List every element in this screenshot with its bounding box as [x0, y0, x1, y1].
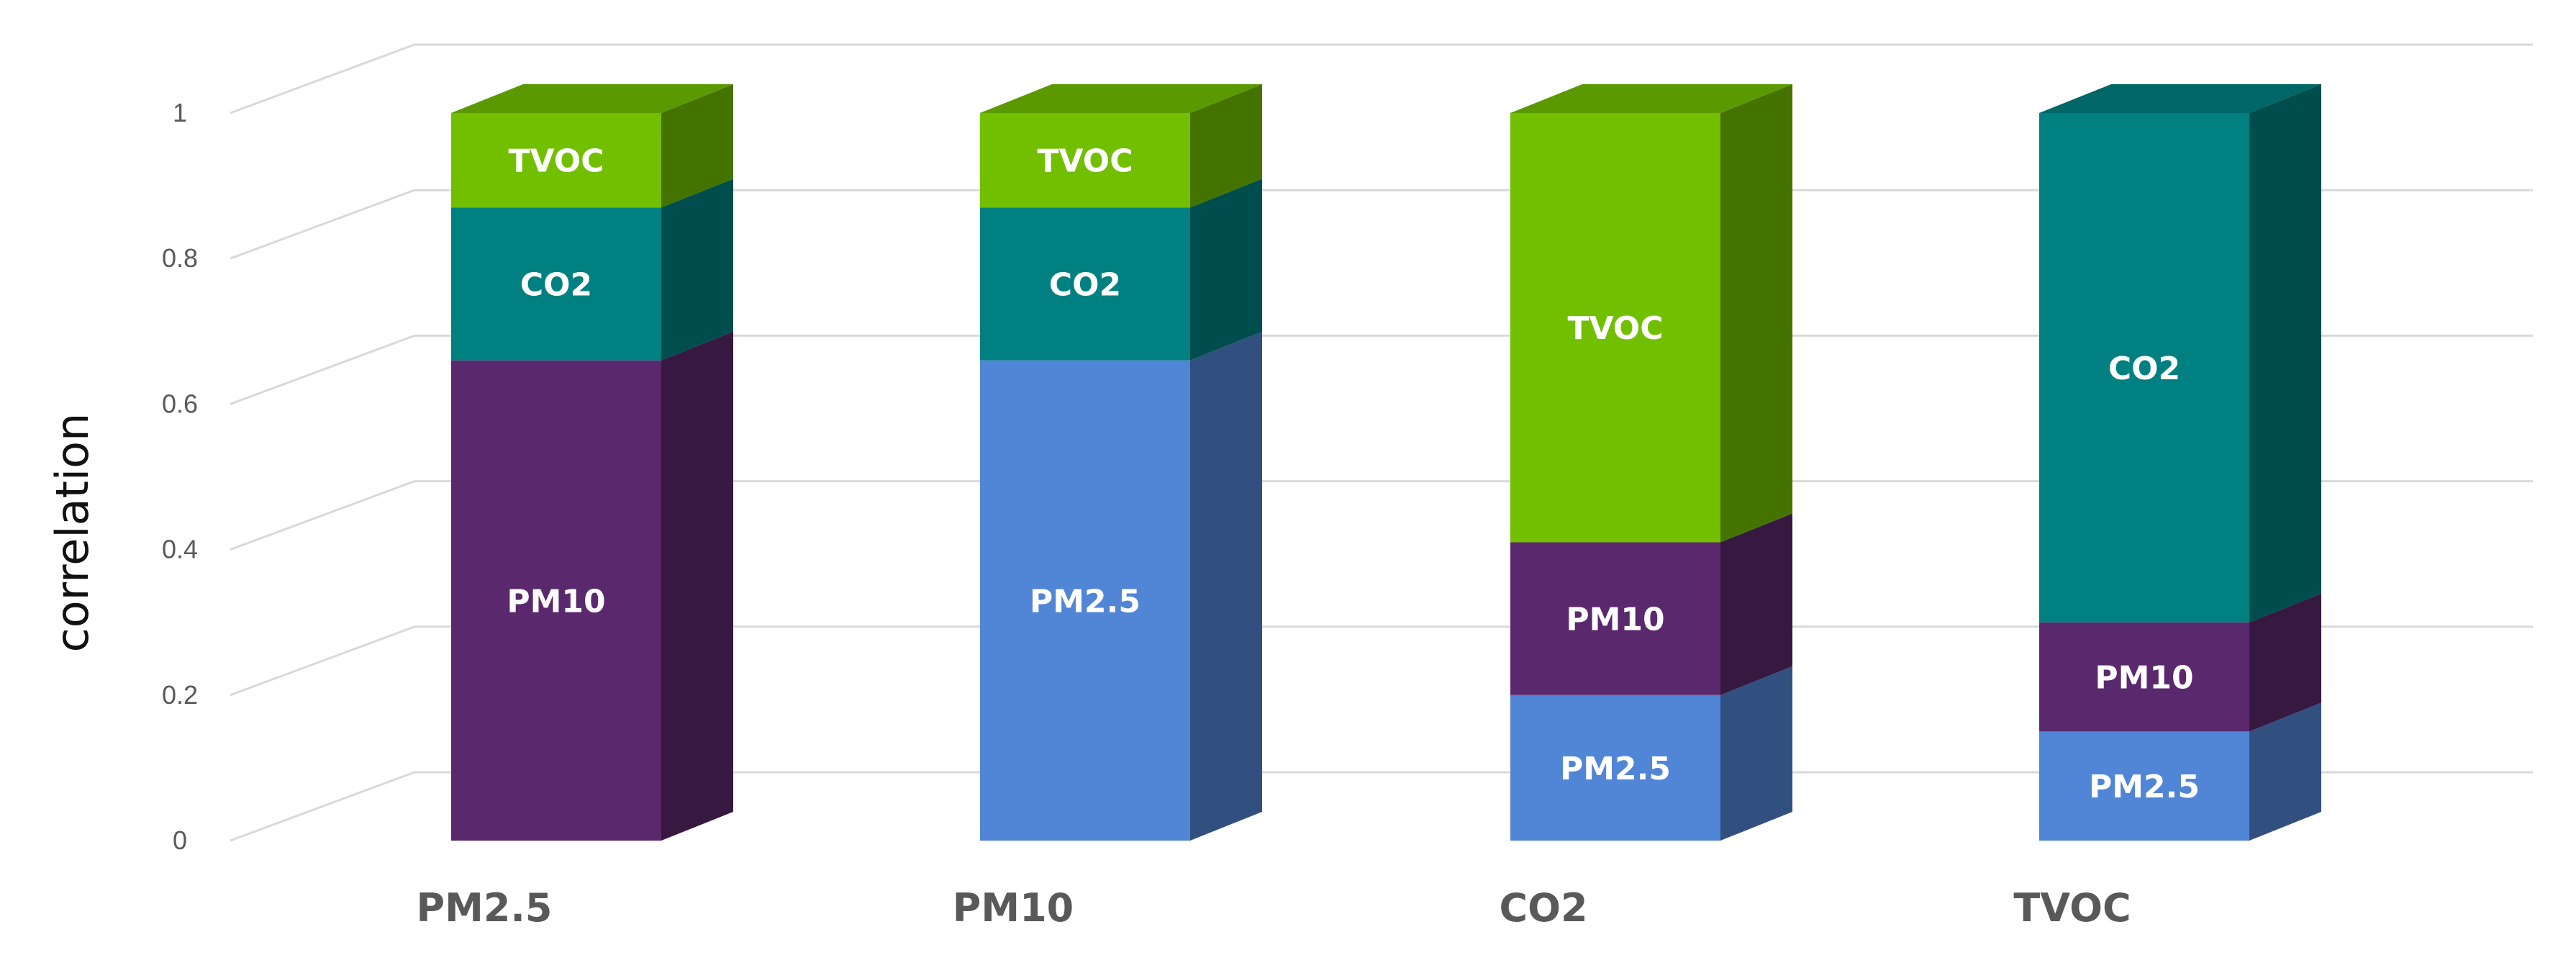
x-category-label-2: CO2 — [1499, 885, 1587, 931]
bar-segment-side-1-1 — [1190, 178, 1262, 361]
bar-segment-label-0-1: CO2 — [520, 267, 592, 304]
y-tick-label-3: 0.6 — [162, 389, 198, 418]
bar-segment-front-0-1 — [451, 207, 661, 361]
y-tick-label-1: 0.2 — [162, 680, 198, 710]
labels-layer: PM10 CO2 TVOC PM2.5 PM2.5 CO2 TVOC PM10 PM2.5 PM1… — [417, 143, 2200, 931]
bar-segment-label-2-0: PM2.5 — [1560, 751, 1671, 787]
y-axis-label: correlation — [46, 413, 99, 653]
bar-segment-side-2-0 — [1720, 666, 1792, 841]
bar-segment-front-2-2 — [1510, 113, 1720, 543]
x-category-label-1: PM10 — [953, 885, 1074, 931]
bar-segment-front-2-1 — [1510, 542, 1720, 695]
bar-segment-label-1-2: TVOC — [1038, 143, 1133, 180]
bar-segment-front-0-2 — [451, 113, 661, 208]
bar-segment-label-3-0: PM2.5 — [2089, 769, 2200, 805]
bar-segment-label-3-1: PM10 — [2095, 660, 2193, 697]
gridline-diagonal-0 — [230, 771, 415, 842]
bar-segment-front-0-0 — [451, 360, 661, 841]
bars-layer — [451, 84, 2321, 841]
bar-segment-label-3-2: CO2 — [2108, 350, 2180, 387]
x-category-label-3: TVOC — [2013, 885, 2131, 931]
bar-segment-front-1-0 — [980, 360, 1190, 841]
bar-segment-side-0-0 — [661, 331, 733, 841]
bar-segment-label-1-1: CO2 — [1049, 267, 1121, 304]
bar-segment-side-3-2 — [2249, 84, 2321, 623]
bar-segment-side-3-1 — [2249, 593, 2321, 732]
bar-top-0 — [451, 84, 733, 113]
bar-segment-side-1-0 — [1190, 331, 1262, 841]
bar-segment-label-0-2: TVOC — [509, 143, 604, 180]
bar-segment-front-1-2 — [980, 113, 1190, 208]
y-tick-label-5: 1 — [173, 98, 187, 127]
bar-top-3 — [2039, 84, 2321, 113]
y-tick-label-0: 0 — [173, 825, 187, 855]
gridline-diagonal-5 — [230, 43, 415, 114]
bar-segment-side-2-1 — [1720, 513, 1792, 695]
bar-segment-front-3-0 — [2039, 731, 2249, 841]
x-category-label-0: PM2.5 — [417, 885, 553, 931]
bar-top-1 — [980, 84, 1262, 113]
y-tick-label-4: 0.8 — [162, 243, 198, 273]
gridline-diagonal-1 — [230, 625, 415, 697]
bar-segment-side-1-2 — [1190, 84, 1262, 208]
bar-segment-label-0-0: PM10 — [507, 583, 605, 620]
bar-segment-label-1-0: PM2.5 — [1030, 583, 1140, 620]
bar-segment-front-3-1 — [2039, 622, 2249, 732]
bar-segment-front-3-2 — [2039, 113, 2249, 623]
bar-segment-front-2-0 — [1510, 695, 1720, 841]
bar-segment-side-2-2 — [1720, 84, 1792, 543]
bar-segment-front-1-1 — [980, 207, 1190, 361]
gridline-diagonal-4 — [230, 189, 415, 260]
gridline-diagonal-3 — [230, 334, 415, 405]
bar-segment-label-2-1: PM10 — [1566, 602, 1664, 638]
gridline-diagonal-2 — [230, 480, 415, 551]
bar-segment-side-0-2 — [661, 84, 733, 208]
bar-segment-side-0-1 — [661, 178, 733, 361]
bar-top-2 — [1510, 84, 1792, 113]
y-tick-label-2: 0.4 — [162, 535, 198, 564]
bar-segment-label-2-2: TVOC — [1568, 310, 1664, 347]
bar-segment-side-3-0 — [2249, 702, 2321, 841]
